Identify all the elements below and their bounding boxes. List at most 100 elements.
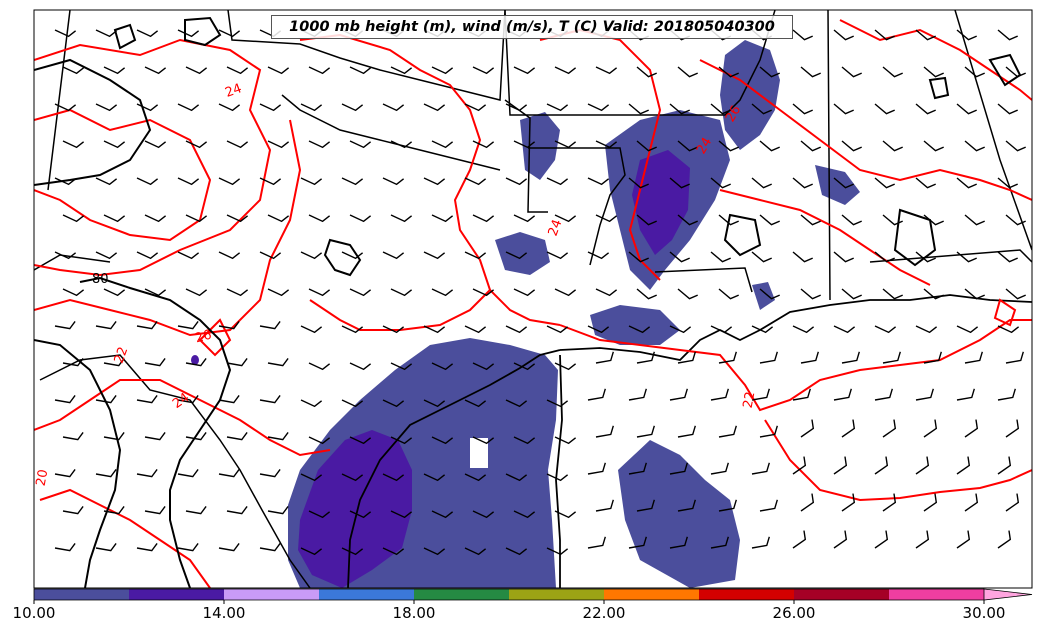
wind-barb <box>1005 419 1020 438</box>
wind-barb <box>95 29 118 38</box>
wind-barb <box>341 103 364 112</box>
wind-barb <box>874 103 895 115</box>
wind-barb <box>390 510 413 519</box>
wind-barb <box>54 321 76 330</box>
wind-barb <box>792 388 811 401</box>
wind-barb <box>587 462 606 475</box>
wind-barb <box>882 419 897 438</box>
wind-barb <box>185 66 208 75</box>
wind-barb <box>595 140 618 149</box>
wind-barb <box>751 388 770 401</box>
wind-barb <box>677 66 698 78</box>
shading-alabama <box>815 165 860 205</box>
wind-barb <box>185 506 207 515</box>
wind-barb <box>341 177 364 186</box>
wind-barb <box>54 469 76 478</box>
wind-barb <box>718 499 737 512</box>
wind-barb <box>218 469 240 478</box>
wind-barb <box>833 103 854 115</box>
wind-barb <box>390 436 413 445</box>
wind-barb <box>390 66 413 75</box>
wind-barb <box>636 66 657 78</box>
wind-barb <box>718 425 737 438</box>
colorbar-extend-arrow <box>983 588 1033 601</box>
wind-barb <box>595 499 614 512</box>
wind-barb <box>62 358 84 367</box>
wind-barb <box>341 399 364 408</box>
wind-barb <box>308 362 331 371</box>
wind-barb <box>464 325 487 334</box>
wind-barb <box>833 177 854 189</box>
colorbar-segment <box>34 589 129 600</box>
wind-barb <box>759 351 778 364</box>
wind-barb <box>464 251 487 260</box>
wind-barb <box>95 543 117 552</box>
wind-barb <box>300 473 323 482</box>
wind-barb <box>103 66 126 75</box>
wind-barb <box>226 214 249 223</box>
wind-barb <box>882 214 903 226</box>
wind-barb <box>792 103 813 115</box>
wind-barb <box>587 388 606 401</box>
wind-barb <box>841 214 862 226</box>
colorbar-tick-label: 14.00 <box>202 604 246 622</box>
wind-barb <box>997 29 1018 41</box>
wind-barb <box>718 351 737 364</box>
wind-barb <box>997 177 1018 189</box>
wind-barb <box>792 530 807 549</box>
t-contour-d <box>34 379 331 457</box>
wind-barb <box>423 251 446 260</box>
wind-barb <box>62 506 84 515</box>
wind-barb <box>218 29 241 38</box>
wind-barb <box>144 66 167 75</box>
wind-barb <box>1005 351 1024 364</box>
wind-barb <box>144 506 166 515</box>
wind-barb <box>505 325 528 334</box>
wind-barb <box>341 325 364 334</box>
wind-barb <box>800 351 819 364</box>
t-contour-o <box>993 298 1017 327</box>
wind-barb <box>587 251 610 260</box>
wind-barb <box>259 321 281 330</box>
wind-barb <box>792 251 813 263</box>
t-contour-h <box>559 319 1032 412</box>
wind-barb <box>464 547 487 556</box>
wind-barb <box>382 399 405 408</box>
wind-barb <box>218 395 240 404</box>
wind-barb <box>956 103 977 115</box>
wind-barb <box>267 214 290 223</box>
wind-barb <box>595 425 614 438</box>
wind-barb <box>587 177 610 186</box>
wind-barb <box>595 66 618 75</box>
wind-barb <box>882 140 903 152</box>
wind-barb <box>997 325 1020 334</box>
wind-barb <box>62 288 85 297</box>
wind-barb <box>833 456 848 475</box>
wind-barb <box>677 425 696 438</box>
wind-barb <box>800 419 815 438</box>
wind-barb <box>300 325 323 334</box>
coast-texas <box>347 349 561 588</box>
wind-barb <box>956 29 977 41</box>
wind-barb <box>923 214 944 226</box>
wind-barb <box>308 436 331 445</box>
colorbar-tick-label: 26.00 <box>772 604 816 622</box>
wind-barb <box>177 177 200 186</box>
wind-barb <box>792 456 807 475</box>
wind-barb <box>841 419 856 438</box>
wind-barb <box>595 214 618 223</box>
wind-barb <box>636 214 657 226</box>
contour-label-red: 20 <box>34 468 52 487</box>
wind-barb <box>915 456 930 475</box>
wind-barb <box>595 351 614 364</box>
wind-barb <box>464 473 487 482</box>
wind-barb <box>390 214 413 223</box>
wind-barb <box>751 325 774 334</box>
wind-barb <box>62 214 85 223</box>
wind-barb <box>956 325 979 334</box>
wind-barb <box>923 493 938 512</box>
colorbar-tick-label: 22.00 <box>582 604 626 622</box>
wind-barb <box>382 251 405 260</box>
wind-barb <box>423 473 446 482</box>
wind-barb <box>267 506 289 515</box>
